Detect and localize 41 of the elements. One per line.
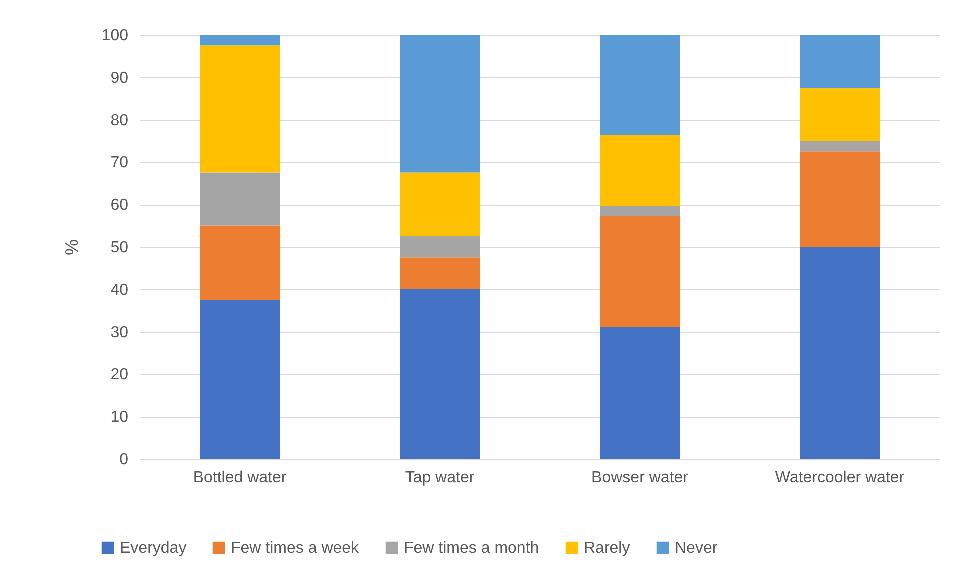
x-tick-label: Watercooler water [775, 470, 906, 486]
legend-label: Rarely [584, 540, 630, 557]
y-tick-label: 30 [110, 324, 129, 342]
bar [600, 206, 680, 216]
y-tick-label: 50 [110, 240, 129, 256]
bar [400, 236, 480, 258]
x-tick-label: Bowser water [592, 470, 690, 486]
bar [600, 216, 680, 328]
bar [200, 300, 280, 459]
y-tick-label: 90 [110, 70, 129, 87]
x-tick-label: Bottled water [193, 470, 288, 486]
y-tick-label: 70 [110, 154, 129, 172]
bar [600, 35, 680, 136]
bar [800, 35, 880, 88]
bar [800, 247, 880, 459]
legend-label: Few times a month [404, 540, 540, 557]
y-axis-title: % [62, 239, 82, 256]
bar [200, 226, 280, 300]
bar [600, 328, 680, 459]
y-tick-label: 100 [102, 28, 129, 44]
y-tick-label: 0 [120, 452, 129, 468]
bar [800, 152, 880, 247]
bar [400, 35, 480, 173]
legend-label: Few times a week [231, 540, 360, 557]
legend-label: Everyday [120, 540, 187, 557]
y-tick-label: 40 [110, 282, 129, 299]
bar [600, 135, 680, 206]
bar [200, 172, 280, 226]
legend-label: Never [675, 540, 718, 557]
bar [400, 289, 480, 459]
y-tick-label: 80 [110, 112, 129, 130]
x-tick-label: Tap water [405, 470, 476, 486]
bar [400, 258, 480, 290]
y-tick-label: 20 [110, 366, 129, 384]
bar [200, 35, 280, 46]
y-tick-label: 60 [110, 197, 129, 214]
bar [400, 172, 480, 236]
bar [800, 141, 880, 152]
bar [200, 46, 280, 173]
bar [800, 88, 880, 141]
y-tick-label: 10 [110, 409, 129, 426]
